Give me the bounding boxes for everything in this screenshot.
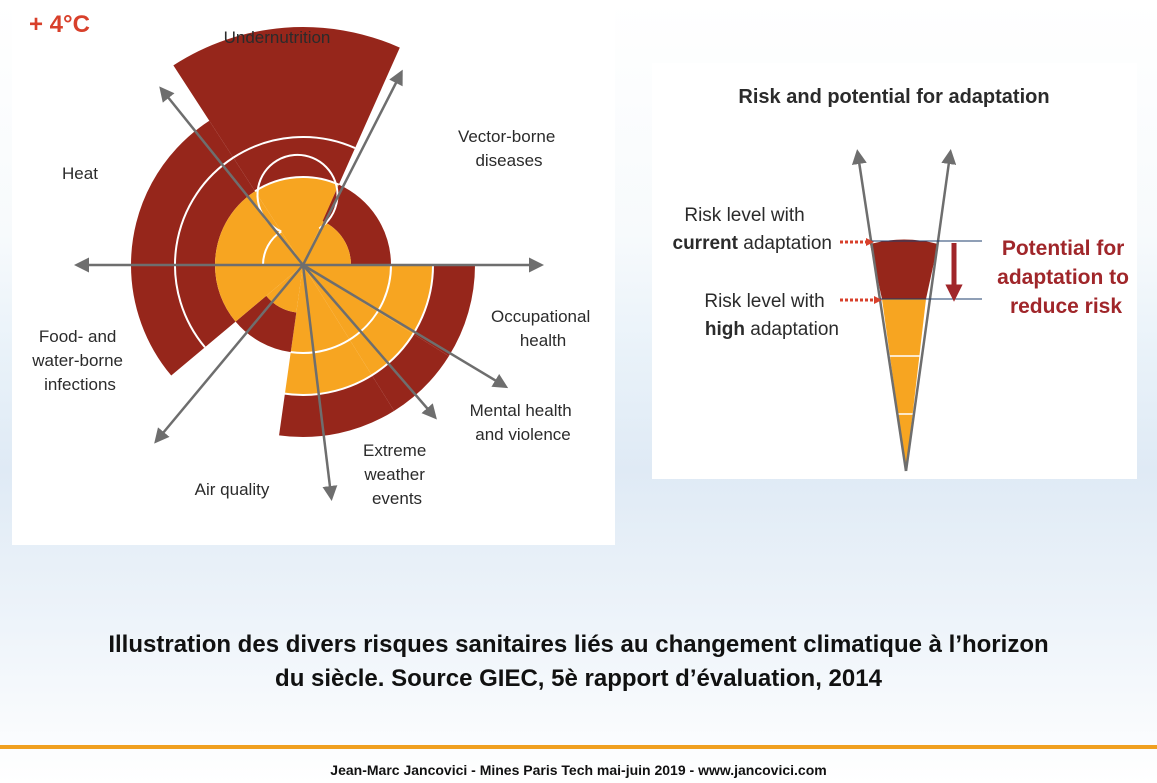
sector-extreme-weather-high-risk: [279, 375, 395, 437]
footer-credit: Jean-Marc Jancovici - Mines Paris Tech m…: [330, 762, 827, 778]
ring-separator: [256, 153, 339, 233]
cone-right-arrow: [904, 149, 957, 472]
risk-polar-diagram: + 4°C Undernutrition Vector-borne diseas…: [29, 11, 595, 508]
ring-separator: [232, 136, 356, 159]
caption-line-2: du siècle. Source GIEC, 5è rapport d’éva…: [275, 665, 882, 692]
footer-rule: [0, 745, 1157, 749]
sector-vector-borne-residual-risk: [303, 221, 351, 265]
label-undernutrition: Undernutrition: [224, 28, 331, 47]
label-heat: Heat: [62, 164, 98, 183]
cone-residual-risk-band: [882, 299, 926, 471]
cone-current-risk-band: [870, 239, 938, 299]
label-food-water-borne-infections: Food- and water-borne infections: [31, 327, 127, 394]
label-mental-health-violence: Mental health and violence: [470, 401, 577, 444]
current-pointer-head: [866, 238, 874, 246]
caption-line-1: Illustration des divers risques sanitair…: [108, 631, 1049, 658]
label-extreme-weather-events: Extreme weather events: [363, 441, 431, 508]
potential-label: Potential for adaptation to reduce risk: [997, 237, 1135, 318]
ring-separator: [254, 176, 340, 193]
sector-food-water-residual-risk: [215, 264, 303, 322]
axis-undernutrition: [301, 69, 403, 266]
sector-occupational-high-risk: [413, 265, 475, 357]
axis-extreme-weather-2: [301, 264, 338, 501]
cone-left-arrow: [851, 149, 908, 472]
high-pointer-head: [874, 296, 882, 304]
adaptation-cone-diagram: Risk and potential for adaptation Risk l…: [673, 86, 1135, 472]
label-air-quality: Air quality: [195, 480, 270, 499]
risk-sectors: [131, 26, 475, 437]
sector-vector-borne-high-risk: [322, 184, 391, 265]
adaptation-title: Risk and potential for adaptation: [738, 86, 1049, 108]
sector-food-water-high-risk: [131, 264, 236, 376]
adaptation-diagram-panel: Risk and potential for adaptation Risk l…: [652, 63, 1137, 479]
category-axes: [74, 69, 544, 501]
sector-undernutrition-residual-risk: [255, 177, 339, 265]
axis-extreme-weather: [302, 264, 437, 420]
sector-mental-health-residual-risk: [303, 265, 414, 376]
label-vector-borne-diseases: Vector-borne diseases: [458, 127, 560, 170]
sector-air-quality-high-risk: [235, 295, 297, 353]
risk-polar-diagram-panel: + 4°C Undernutrition Vector-borne diseas…: [12, 0, 615, 545]
temperature-label: + 4°C: [29, 11, 90, 38]
label-occupational-health: Occupational health: [491, 307, 595, 350]
sector-heat-residual-risk: [215, 191, 303, 265]
axis-food-air: [154, 264, 304, 444]
sector-undernutrition-high-risk: [173, 26, 400, 192]
ring-separator: [174, 156, 234, 348]
slide-caption: Illustration des divers risques sanitair…: [0, 628, 1157, 696]
sector-occupational-residual-risk: [303, 265, 433, 334]
axis-heat: [159, 86, 304, 266]
axis-mental-health: [302, 263, 509, 389]
sector-mental-health-high-risk: [371, 333, 449, 411]
current-adaptation-label: Risk level with current adaptation: [673, 205, 833, 254]
sector-heat-high-risk: [131, 120, 256, 266]
high-adaptation-label: Risk level with high adaptation: [704, 291, 839, 340]
